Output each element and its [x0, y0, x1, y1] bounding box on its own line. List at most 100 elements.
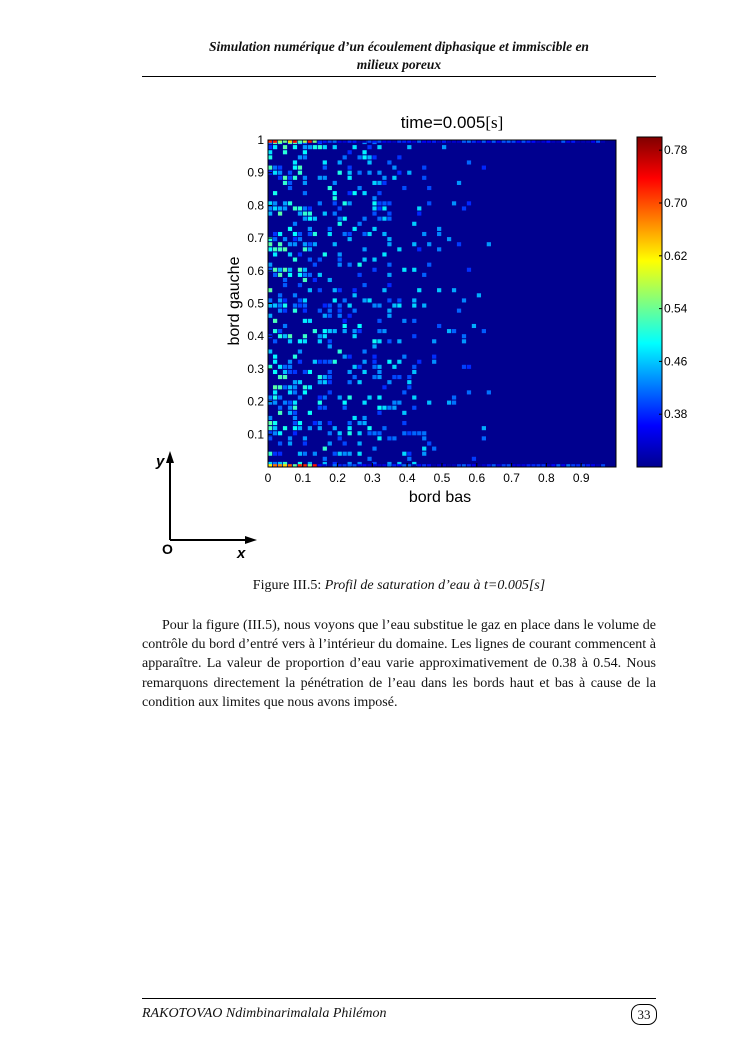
- heatmap-cell: [292, 421, 298, 426]
- heatmap-edge-cell: [506, 139, 511, 143]
- heatmap-cell: [307, 272, 312, 277]
- heatmap-edge-cell: [312, 139, 317, 143]
- heatmap-cell: [387, 359, 392, 364]
- heatmap-cell: [377, 364, 382, 369]
- heatmap-edge-cell: [397, 464, 402, 468]
- x-arrow-head: [245, 536, 257, 544]
- heatmap-cell: [277, 231, 283, 237]
- heatmap-cell: [268, 313, 273, 318]
- heatmap-cell: [392, 375, 397, 380]
- heatmap-edge-cell: [337, 139, 342, 143]
- heatmap-cell: [387, 216, 392, 221]
- heatmap-cell: [337, 170, 342, 175]
- heatmap-cell: [297, 283, 303, 288]
- heatmap-cell: [342, 400, 347, 405]
- heatmap-cell: [292, 221, 298, 226]
- heatmap-cell: [337, 160, 342, 165]
- heatmap-cell: [317, 395, 322, 400]
- heatmap-cell: [277, 329, 283, 334]
- heatmap-cell: [387, 380, 392, 385]
- heatmap-cell: [422, 451, 427, 456]
- heatmap-edge-cell: [561, 139, 566, 143]
- heatmap-edge-cell: [417, 139, 422, 143]
- heatmap-cell: [382, 329, 387, 334]
- heatmap-cell: [387, 283, 392, 288]
- heatmap-edge-cell: [521, 464, 526, 468]
- heatmap-edge-cell: [566, 139, 571, 143]
- heatmap-cell: [332, 288, 337, 293]
- heatmap-plot: 0 0.1 0.2 0.3 0.4 0.5 0.6 0.7 0.8 0.9 0.10.20.30.…: [247, 133, 617, 485]
- heatmap-cell: [322, 375, 327, 380]
- heatmap-edge-cell: [576, 139, 581, 143]
- heatmap-cell: [277, 211, 283, 216]
- heatmap-edge-cell: [501, 139, 506, 143]
- heatmap-cell: [357, 221, 362, 226]
- heatmap-cell: [367, 456, 372, 461]
- heatmap-cell: [442, 145, 447, 150]
- heatmap-cell: [367, 298, 372, 303]
- heatmap-cell: [277, 308, 283, 313]
- heatmap-cell: [387, 262, 392, 267]
- heatmap-cell: [342, 451, 347, 456]
- heatmap-cell: [272, 431, 278, 436]
- heatmap-cell: [486, 242, 491, 247]
- heatmap-cell: [287, 180, 293, 185]
- heatmap-cell: [297, 170, 303, 175]
- heatmap-cell: [451, 395, 457, 400]
- heatmap-cell: [317, 201, 322, 206]
- heatmap-cell: [392, 400, 397, 405]
- y-tick-label: 0.6: [247, 264, 264, 278]
- heatmap-cell: [417, 247, 422, 252]
- heatmap-cell: [282, 375, 288, 380]
- heatmap-cell: [417, 431, 422, 436]
- heatmap-edge-cell: [521, 139, 526, 143]
- heatmap-cell: [412, 303, 417, 308]
- heatmap-cell: [407, 451, 412, 456]
- heatmap-cell: [332, 145, 337, 150]
- heatmap-cell: [387, 237, 392, 242]
- colorbar-ticks: 0.38 0.46 0.54 0.62 0.70 0.78: [659, 143, 688, 421]
- heatmap-edge-cell: [546, 139, 551, 143]
- heatmap-cell: [277, 170, 283, 175]
- heatmap-cell: [372, 196, 377, 201]
- heatmap-cell: [382, 206, 387, 211]
- heatmap-cell: [362, 349, 367, 354]
- x-axis-label: bord bas: [409, 489, 471, 506]
- heatmap-cell: [322, 395, 327, 400]
- heatmap-cell: [357, 431, 362, 436]
- heatmap-cell: [282, 267, 288, 272]
- heatmap-cell: [422, 165, 427, 170]
- colorbar: 0.38 0.46 0.54 0.62 0.70 0.78: [636, 136, 688, 468]
- heatmap-cell: [307, 247, 312, 252]
- heatmap-cell: [397, 155, 402, 160]
- heatmap-cell: [337, 436, 342, 441]
- heatmap-cell: [461, 364, 467, 369]
- heatmap-cell: [402, 421, 407, 426]
- heatmap-edge-cell: [268, 139, 272, 143]
- heatmap-cell: [392, 364, 397, 369]
- heatmap-cell: [342, 298, 347, 303]
- heatmap-cell: [287, 359, 293, 364]
- heatmap-edge-cell: [466, 464, 471, 468]
- heatmap-cell: [461, 334, 467, 339]
- heatmap-cell: [377, 206, 382, 211]
- colorbar-gradient: [636, 136, 663, 468]
- heatmap-cell: [451, 201, 457, 206]
- heatmap-cell: [377, 436, 382, 441]
- heatmap-cell: [292, 175, 298, 180]
- heatmap-cell: [272, 461, 278, 466]
- heatmap-cell: [287, 201, 293, 206]
- heatmap-edge-cell: [392, 139, 397, 143]
- x-tick-label: 0.9: [573, 471, 590, 485]
- heatmap-edge-cell: [412, 139, 417, 143]
- heatmap-cell: [387, 211, 392, 216]
- heatmap-cell: [362, 150, 367, 155]
- heatmap-cell: [392, 165, 397, 170]
- heatmap-cell: [268, 415, 273, 420]
- heatmap-cell: [347, 165, 352, 170]
- heatmap-cell: [451, 288, 457, 293]
- heatmap-cell: [282, 145, 288, 150]
- heatmap-cell: [268, 395, 273, 400]
- heatmap-cell: [362, 298, 367, 303]
- heatmap-cell: [302, 303, 308, 308]
